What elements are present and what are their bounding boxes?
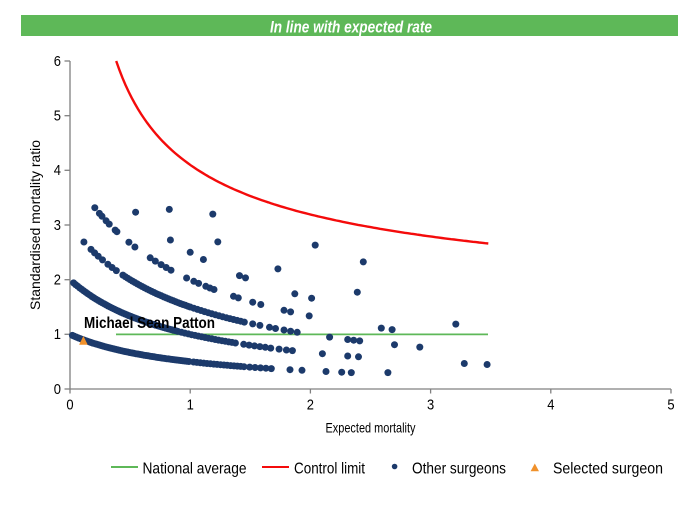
svg-text:4: 4	[547, 397, 554, 414]
svg-text:3: 3	[54, 217, 61, 234]
svg-text:In line with expected rate: In line with expected rate	[270, 19, 432, 37]
svg-text:Michael Sean Patton: Michael Sean Patton	[84, 315, 215, 332]
svg-text:5: 5	[54, 108, 61, 125]
svg-text:1: 1	[187, 397, 194, 414]
svg-text:6: 6	[54, 53, 61, 70]
svg-text:2: 2	[54, 272, 61, 289]
svg-text:2: 2	[307, 397, 314, 414]
svg-text:5: 5	[667, 397, 674, 414]
svg-text:Expected mortality: Expected mortality	[326, 419, 416, 435]
svg-text:0: 0	[66, 397, 73, 414]
svg-text:0: 0	[54, 381, 61, 398]
svg-text:National average: National average	[143, 461, 247, 478]
svg-text:3: 3	[427, 397, 434, 414]
svg-text:Selected surgeon: Selected surgeon	[553, 461, 663, 478]
svg-text:1: 1	[54, 326, 61, 343]
svg-text:Other surgeons: Other surgeons	[412, 461, 506, 478]
svg-text:4: 4	[54, 162, 61, 179]
svg-text:Control limit: Control limit	[294, 461, 365, 478]
svg-text:Standardised mortality ratio: Standardised mortality ratio	[27, 140, 43, 310]
